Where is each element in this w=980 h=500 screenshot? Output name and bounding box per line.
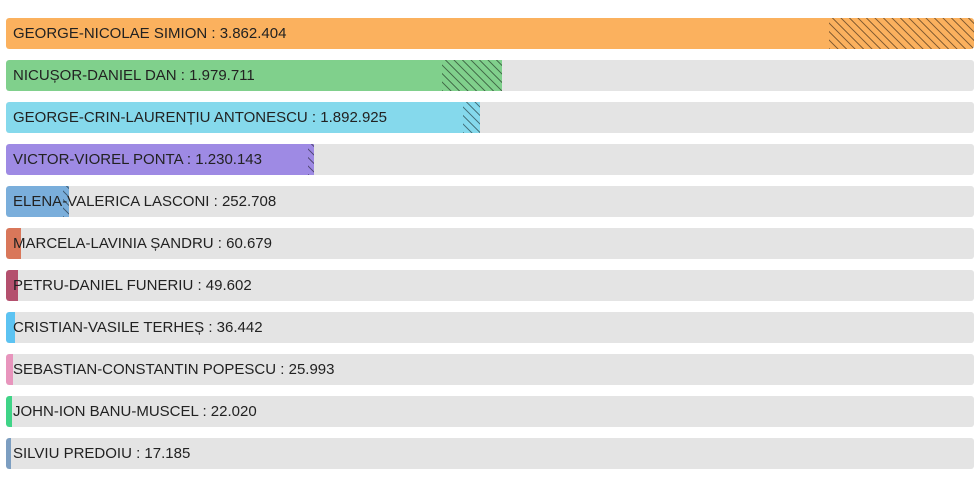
- candidate-bar-label: GEORGE-NICOLAE SIMION : 3.862.404: [13, 25, 287, 42]
- candidate-bar-label: SEBASTIAN-CONSTANTIN POPESCU : 25.993: [13, 361, 335, 378]
- candidate-bar-label: CRISTIAN-VASILE TERHEȘ : 36.442: [13, 319, 263, 336]
- candidate-bar-fill: [6, 60, 502, 91]
- candidate-bar-fill: [6, 186, 69, 217]
- candidate-bar-row: JOHN-ION BANU-MUSCEL : 22.020: [6, 396, 974, 427]
- candidate-bar-fill: [6, 18, 974, 49]
- candidate-bar-label: PETRU-DANIEL FUNERIU : 49.602: [13, 277, 252, 294]
- candidate-bar-row: MARCELA-LAVINIA ȘANDRU : 60.679: [6, 228, 974, 259]
- candidate-bar-row: ELENA-VALERICA LASCONI : 252.708: [6, 186, 974, 217]
- candidate-bar-fill: [6, 270, 18, 301]
- candidate-bar-fill: [6, 438, 11, 469]
- candidate-bar-row: VICTOR-VIOREL PONTA : 1.230.143: [6, 144, 974, 175]
- candidate-bar-label: ELENA-VALERICA LASCONI : 252.708: [13, 193, 277, 210]
- candidate-bar-fill: [6, 228, 21, 259]
- candidate-bar-fill: [6, 144, 314, 175]
- candidate-bar-row: GEORGE-NICOLAE SIMION : 3.862.404: [6, 18, 974, 49]
- candidate-bar-label: NICUȘOR-DANIEL DAN : 1.979.711: [13, 67, 255, 84]
- candidate-bar-label: SILVIU PREDOIU : 17.185: [13, 445, 191, 462]
- candidate-bar-hatch: [308, 144, 314, 175]
- candidate-bar-label: VICTOR-VIOREL PONTA : 1.230.143: [13, 151, 262, 168]
- candidate-bar-row: NICUȘOR-DANIEL DAN : 1.979.711: [6, 60, 974, 91]
- candidate-bar-hatch: [463, 102, 480, 133]
- candidate-bar-hatch: [63, 186, 69, 217]
- candidate-bar-row: PETRU-DANIEL FUNERIU : 49.602: [6, 270, 974, 301]
- candidate-bar-label: MARCELA-LAVINIA ȘANDRU : 60.679: [13, 235, 272, 252]
- candidate-bar-row: SEBASTIAN-CONSTANTIN POPESCU : 25.993: [6, 354, 974, 385]
- candidate-bar-row: SILVIU PREDOIU : 17.185: [6, 438, 974, 469]
- candidate-bar-fill: [6, 102, 480, 133]
- candidate-bar-fill: [6, 312, 15, 343]
- candidate-bar-label: JOHN-ION BANU-MUSCEL : 22.020: [13, 403, 257, 420]
- candidate-bar-row: CRISTIAN-VASILE TERHEȘ : 36.442: [6, 312, 974, 343]
- candidate-bar-fill: [6, 354, 13, 385]
- candidate-bar-hatch: [442, 60, 502, 91]
- candidate-bar-hatch: [829, 18, 974, 49]
- candidate-bar-fill: [6, 396, 12, 427]
- candidate-bar-row: GEORGE-CRIN-LAURENȚIU ANTONESCU : 1.892.…: [6, 102, 974, 133]
- candidate-bar-label: GEORGE-CRIN-LAURENȚIU ANTONESCU : 1.892.…: [13, 109, 387, 126]
